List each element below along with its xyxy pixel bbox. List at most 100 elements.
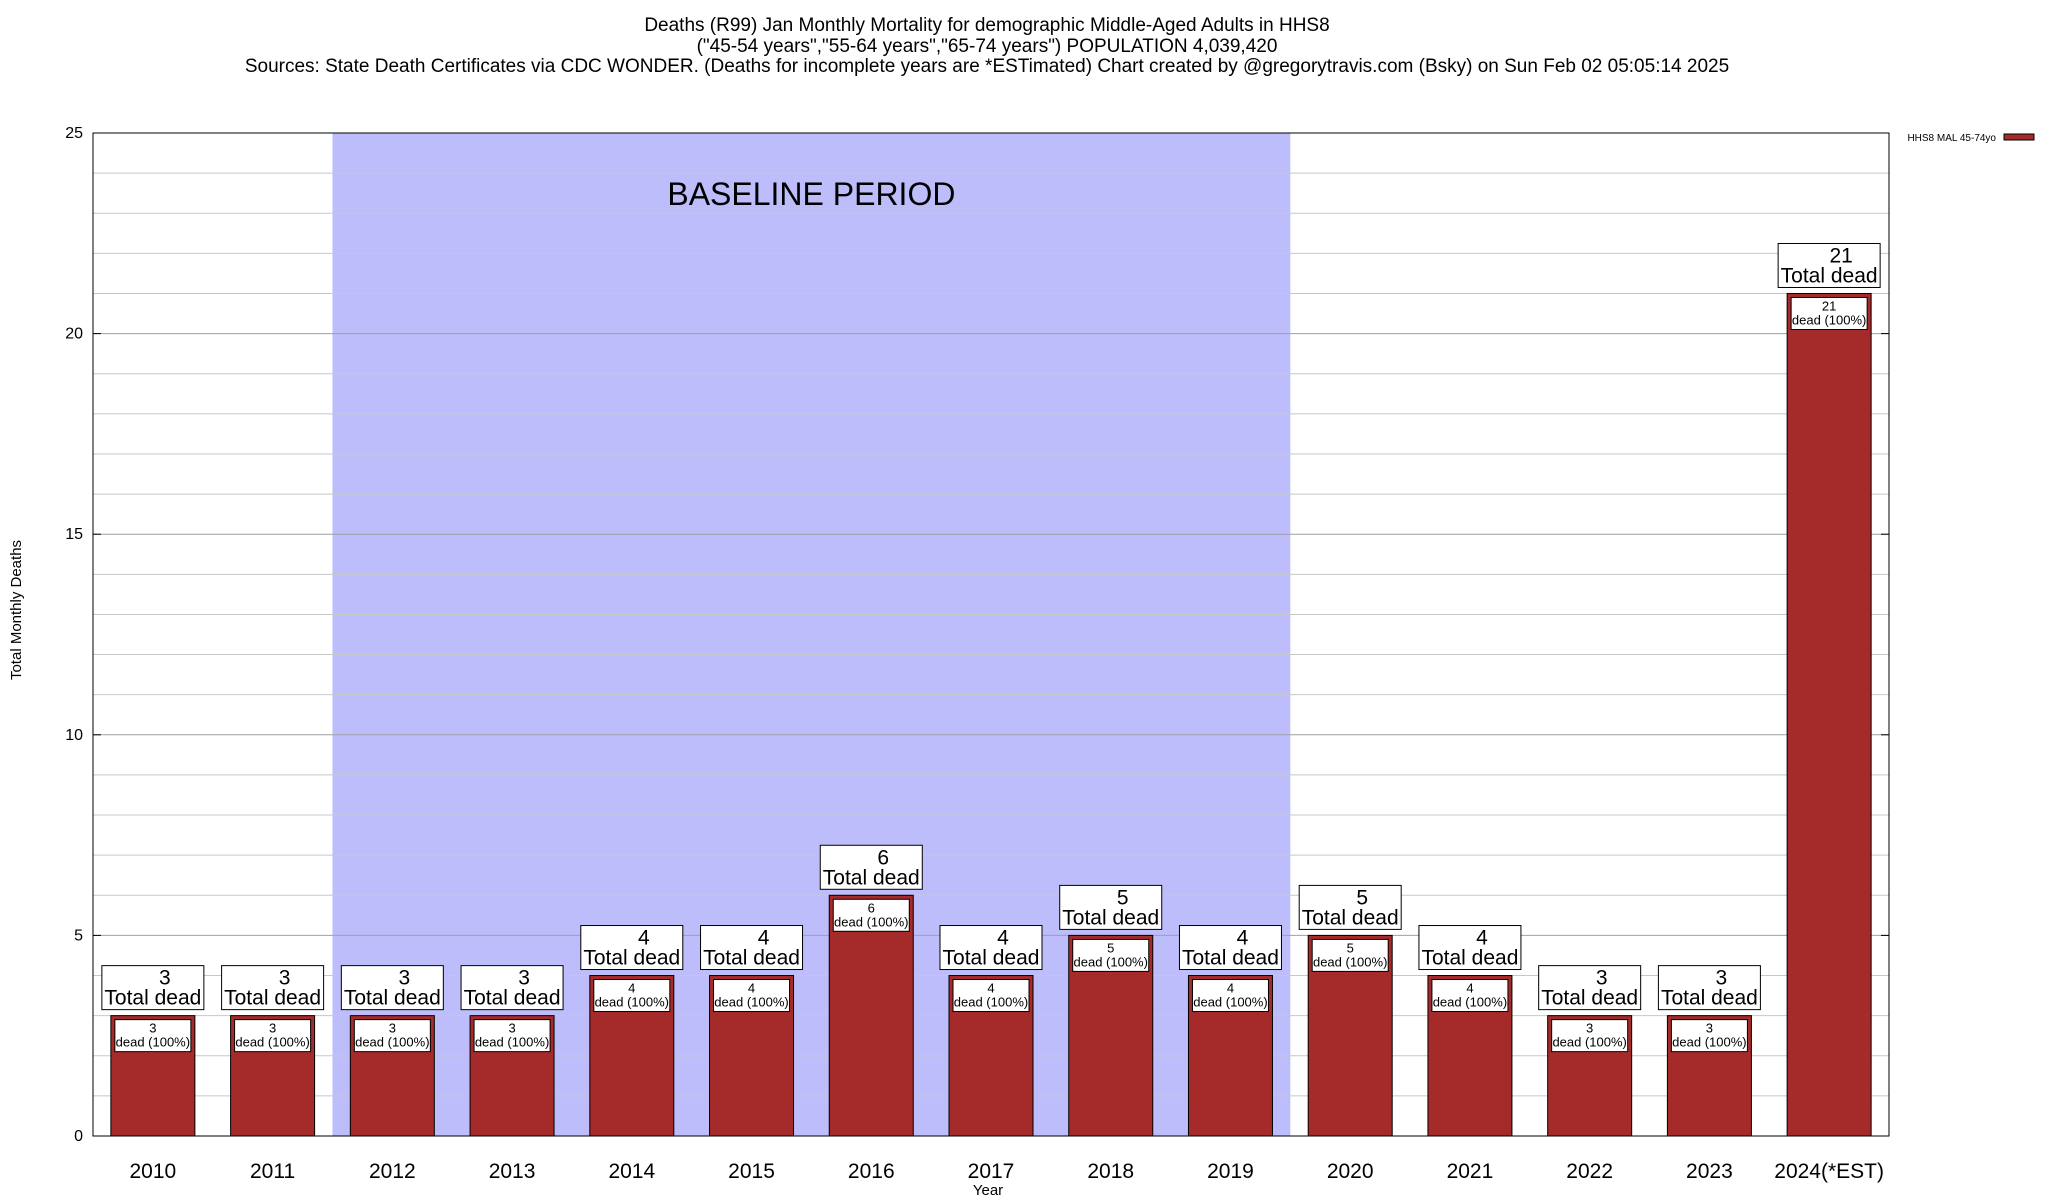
total-label-value: 4 [1237,927,1249,950]
total-label-text: Total dead [1302,906,1399,929]
total-label-box [1538,965,1642,1011]
total-label-value: 3 [398,967,410,990]
total-label-box [1298,884,1402,930]
total-label-box [460,965,564,1011]
inner-label-text: dead (100%) [595,995,669,1010]
total-label-text: Total dead [464,987,561,1010]
x-tick-label: 2018 [1087,1160,1134,1183]
total-label-value: 4 [758,927,770,950]
total-label-box [1059,884,1163,930]
inner-label-value: 3 [149,1021,156,1036]
total-label-text: Total dead [1661,987,1758,1010]
x-tick-label: 2012 [369,1160,416,1183]
total-label-text: Total dead [104,987,201,1010]
inner-label-box [114,1019,192,1053]
x-tick-label: 2024(*EST) [1774,1160,1884,1183]
inner-label-value: 3 [508,1021,515,1036]
inner-label-value: 4 [1466,981,1473,996]
inner-label-value: 6 [868,900,875,915]
inner-label-box [713,979,791,1013]
x-tick-label: 2019 [1207,1160,1254,1183]
inner-label-text: dead (100%) [1672,1035,1746,1050]
total-label-text: Total dead [1781,264,1878,287]
total-label-box [1657,965,1761,1011]
total-label-text: Total dead [1421,947,1518,970]
total-label-text: Total dead [703,947,800,970]
inner-label-box [1551,1019,1629,1053]
inner-label-text: dead (100%) [1193,995,1267,1010]
total-label-value: 4 [997,927,1009,950]
total-label-value: 3 [1596,967,1608,990]
total-label-box [1418,925,1522,971]
y-tick-label: 10 [65,727,83,744]
total-label-value: 6 [877,846,889,869]
inner-label-text: dead (100%) [355,1035,429,1050]
inner-label-value: 4 [748,981,755,996]
y-tick-label: 5 [74,927,83,944]
inner-label-value: 3 [389,1021,396,1036]
legend: HHS8 MAL 45-74yo [1907,133,2035,144]
y-tick-label: 20 [65,326,83,343]
inner-label-text: dead (100%) [1552,1035,1626,1050]
total-label-box [700,925,804,971]
total-label-value: 5 [1117,886,1129,909]
inner-label-value: 4 [1227,981,1234,996]
total-label-text: Total dead [1541,987,1638,1010]
total-label-value: 3 [1716,967,1728,990]
total-label-box [1777,242,1881,288]
total-label-text: Total dead [583,947,680,970]
inner-label-box [353,1019,431,1053]
chart-title-line-2: ("45-54 years","55-64 years","65-74 year… [697,36,1278,57]
y-tick-label: 0 [74,1128,83,1145]
total-label-text: Total dead [1062,906,1159,929]
total-label-value: 4 [1476,927,1488,950]
inner-label-text: dead (100%) [475,1035,549,1050]
legend-swatch [2003,133,2035,141]
inner-label-value: 4 [987,981,994,996]
inner-label-text: dead (100%) [235,1035,309,1050]
y-tick-label: 15 [65,526,83,543]
total-label-box [819,844,923,890]
total-label-text: Total dead [224,987,321,1010]
x-tick-label: 2015 [728,1160,775,1183]
inner-label-text: dead (100%) [834,914,908,929]
inner-label-value: 3 [269,1021,276,1036]
inner-label-box [1790,296,1868,330]
inner-label-box [952,979,1030,1013]
inner-label-value: 5 [1107,940,1114,955]
inner-label-box [1431,979,1509,1013]
inner-label-value: 21 [1822,298,1836,313]
x-tick-label: 2014 [608,1160,655,1183]
plot-frame [92,132,1890,1137]
total-label-box [1178,925,1282,971]
inner-label-box [1072,938,1150,972]
inner-label-value: 4 [628,981,635,996]
x-tick-label: 2010 [130,1160,177,1183]
inner-label-text: dead (100%) [116,1035,190,1050]
x-tick-label: 2017 [968,1160,1015,1183]
x-tick-label: 2021 [1447,1160,1494,1183]
inner-label-box [234,1019,312,1053]
total-label-box [580,925,684,971]
inner-label-box [1191,979,1269,1013]
total-label-value: 3 [159,967,171,990]
inner-label-box [473,1019,551,1053]
baseline-period-label: BASELINE PERIOD [667,176,955,212]
total-label-box [221,965,325,1011]
total-label-text: Total dead [943,947,1040,970]
y-axis-ticks: 0 5 10 15 20 25 [65,125,1889,1145]
bar [1786,292,1872,1137]
bar [828,894,914,1137]
inner-label-box [593,979,671,1013]
legend-series-label: HHS8 MAL 45-74yo [1907,133,1996,144]
inner-label-text: dead (100%) [1792,312,1866,327]
x-tick-label: 2016 [848,1160,895,1183]
inner-label-value: 5 [1347,940,1354,955]
x-axis-ticks: 2010 2011 2012 2013 2014 2015 2016 2017 2018 2019… [130,1160,1884,1183]
total-label-value: 21 [1829,244,1852,267]
inner-label-text: dead (100%) [954,995,1028,1010]
total-label-text: Total dead [1182,947,1279,970]
inner-label-value: 3 [1586,1021,1593,1036]
